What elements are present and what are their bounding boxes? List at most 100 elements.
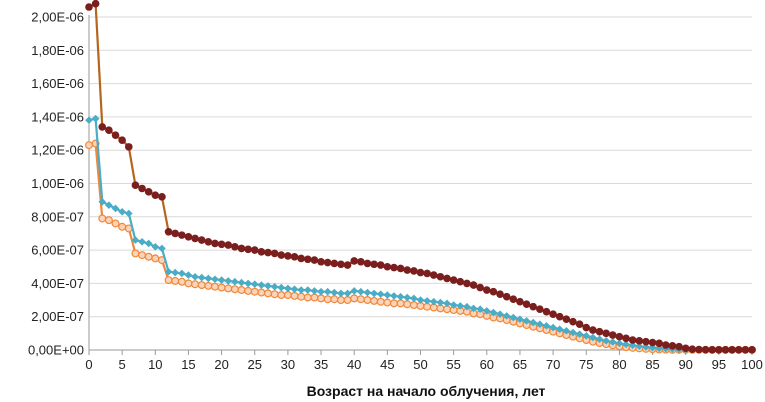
data-point [376,297,385,306]
data-point [416,268,425,277]
data-point [178,231,186,239]
data-point [197,281,206,290]
x-tick-label: 25 [248,357,262,372]
data-point [105,126,113,135]
data-point [217,240,226,249]
data-point [575,330,584,338]
data-point [151,254,160,263]
data-point [410,267,418,275]
data-point [582,323,591,332]
data-point [237,278,246,287]
data-point [529,302,538,311]
y-tick-label: 1,00E-06 [31,176,84,191]
data-point [357,287,365,296]
data-point [522,317,531,325]
data-point [443,299,451,308]
y-tick-label: 2,00E-07 [31,309,84,324]
data-point [85,116,93,125]
data-point [337,260,345,269]
data-point [124,209,133,218]
data-point [542,307,551,316]
data-point [456,277,465,286]
data-point [655,339,663,348]
x-tick-label: 50 [413,357,427,372]
data-point [184,279,193,288]
x-tick-label: 95 [712,357,726,372]
data-point [622,340,630,349]
data-point [177,277,186,286]
data-point [217,283,226,292]
data-point [383,298,392,307]
data-point [297,254,305,263]
data-point [290,291,299,300]
data-point [496,310,504,319]
data-point [231,277,239,286]
data-point [502,312,511,320]
data-point [542,322,551,330]
data-point [429,271,438,279]
data-point [184,232,193,241]
data-point [688,345,697,353]
data-point [443,274,451,283]
data-point [376,290,385,299]
x-tick-labels: 0 5 10 15 20 25 30 35 40 45 50 55 60 65 70 75 80 85 90 95 10… [85,357,762,372]
data-point [224,277,233,285]
data-point [343,296,352,305]
data-point [628,341,637,350]
data-point [589,333,597,342]
data-point [250,280,259,289]
data-point [728,346,736,354]
data-point [642,343,650,351]
data-point [608,338,617,346]
data-point [562,315,571,323]
data-point [463,302,471,311]
data-point [350,294,359,303]
data-point [363,296,372,305]
data-point [469,281,478,289]
y-tick-label: 4,00E-07 [31,276,84,291]
data-point [648,338,657,347]
x-tick-label: 60 [480,357,494,372]
data-point [277,283,286,292]
data-point [356,295,365,304]
data-point [277,251,286,259]
x-tick-label: 40 [347,357,361,372]
x-tick-label: 0 [85,357,92,372]
data-point [164,227,173,236]
data-point [383,262,392,271]
x-tick-label: 70 [546,357,560,372]
data-point [138,184,146,193]
data-point [489,308,498,317]
data-point [244,279,252,288]
data-point [423,269,431,278]
data-point [429,297,438,306]
data-point [748,346,756,354]
x-tick-label: 30 [281,357,295,372]
data-point [91,114,100,123]
data-point [483,286,491,294]
data-point [131,249,140,258]
data-point [370,260,378,269]
data-point [210,282,219,291]
data-point [323,258,332,267]
data-point [158,244,166,253]
data-point [111,204,120,213]
data-point [244,245,252,254]
data-point [310,256,319,264]
data-point [297,292,306,301]
data-point [118,208,126,216]
data-point [509,313,518,322]
data-point [628,336,637,344]
data-point [509,295,518,304]
data-point [105,201,113,209]
data-point [264,289,273,298]
data-point [330,288,339,297]
data-point [376,261,385,269]
data-point [270,282,279,291]
data-point [350,287,358,295]
data-point [396,264,405,273]
data-point [516,315,524,323]
data-point [403,266,412,274]
data-point [549,323,557,332]
data-point [303,286,312,294]
